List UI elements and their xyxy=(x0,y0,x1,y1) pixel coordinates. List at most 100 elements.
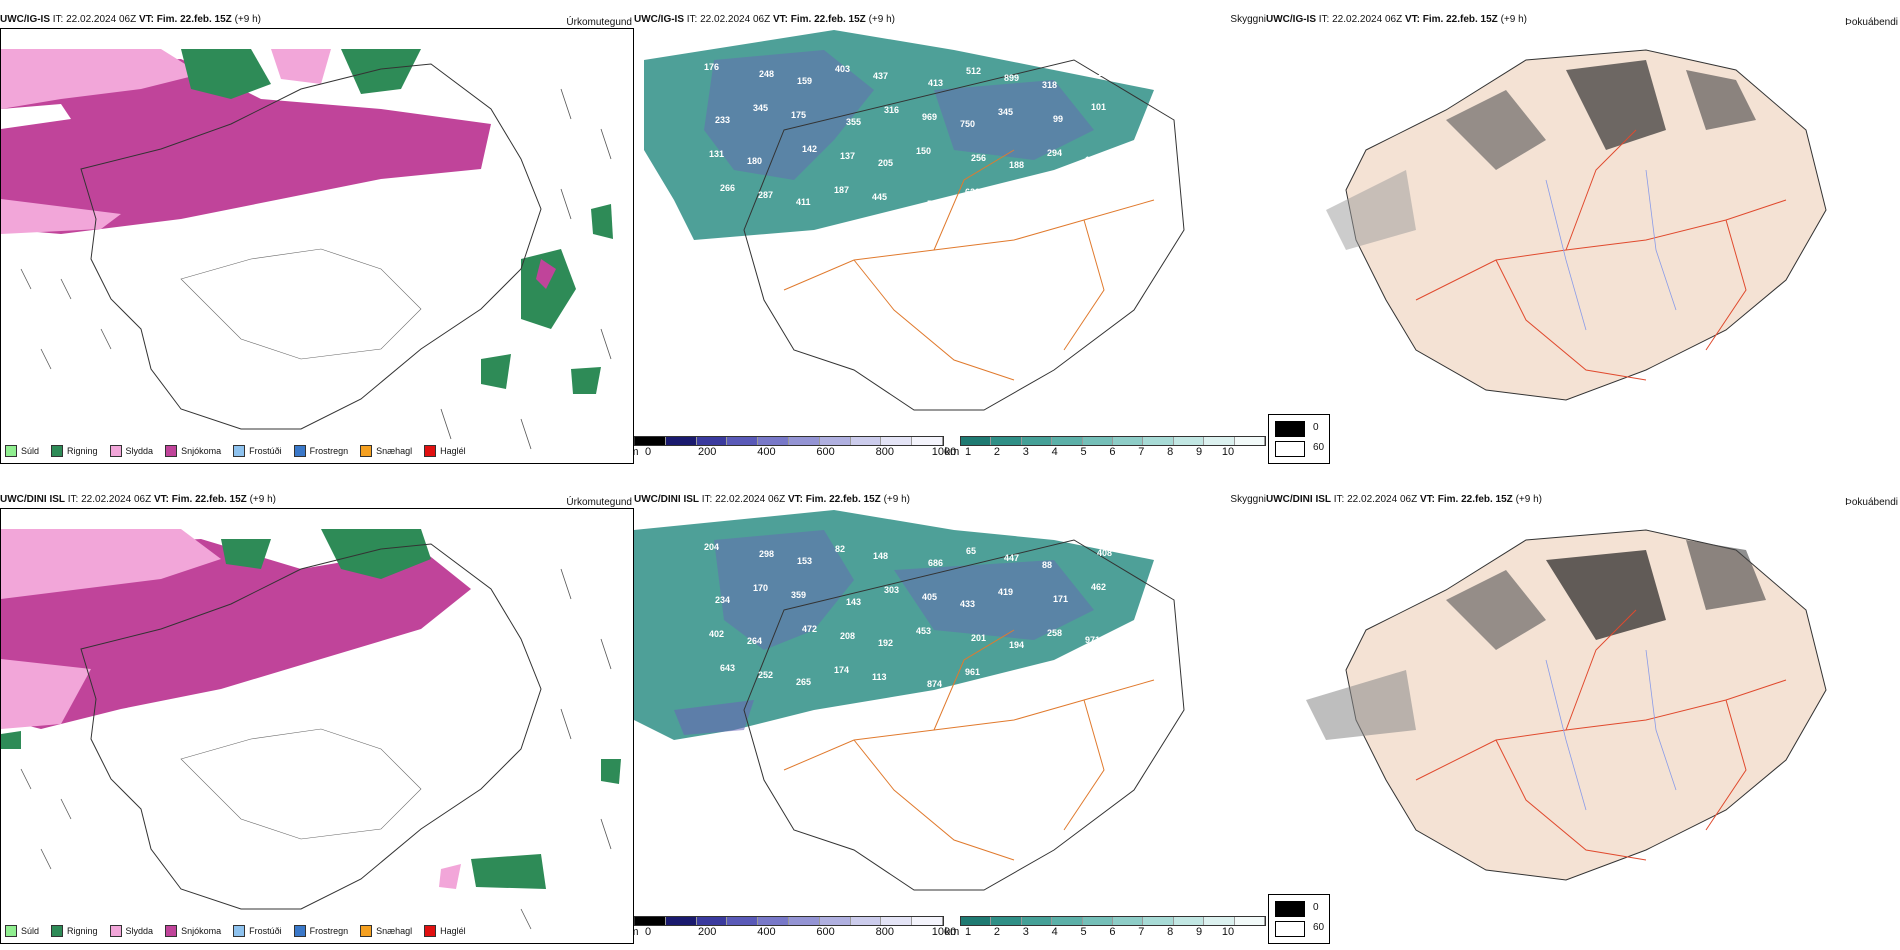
colorbar-tick: 8 xyxy=(1167,926,1174,938)
colorbar-tick: 8 xyxy=(1167,446,1174,458)
legend-item-haglél: Haglél xyxy=(424,445,466,457)
cloud-base-label: 148 xyxy=(873,551,888,561)
cloud-base-label: 153 xyxy=(797,556,812,566)
cloud-base-label: 131 xyxy=(1097,68,1112,78)
legend-swatch xyxy=(165,445,178,457)
cloud-base-label: 294 xyxy=(1047,148,1062,158)
colorbar-tick: 0 xyxy=(644,926,652,938)
cloud-base-label: 413 xyxy=(928,78,943,88)
legend-swatch xyxy=(293,445,306,457)
cloud-base-label: 88 xyxy=(1042,560,1052,570)
cloud-base-label: 316 xyxy=(884,105,899,115)
cloud-base-label: 266 xyxy=(720,183,735,193)
visibility-colorbar: km 1 2 3 4 5 6 7 8 9 10 xyxy=(945,436,1266,458)
legend-swatch xyxy=(360,925,373,937)
cloud-base-label: 150 xyxy=(916,146,931,156)
cloud-base-label: 142 xyxy=(802,144,817,154)
colorbar-tick: 1000 xyxy=(931,926,957,938)
row1-visibility-header: UWC/IG-IS IT: 22.02.2024 06Z VT: Fim. 22… xyxy=(634,14,1266,30)
cloud-base-label: 620 xyxy=(965,187,980,197)
legend-label: Slydda xyxy=(125,926,154,936)
cloud-base-label: 252 xyxy=(758,670,773,680)
model-name: UWC/IG-IS xyxy=(1266,14,1316,25)
legend-swatch xyxy=(233,925,246,937)
cloud-base-label: 101 xyxy=(1091,102,1106,112)
legend-item-rigning: Rigning xyxy=(51,445,98,457)
fog-legend-swatch-max xyxy=(1275,421,1305,437)
legend-label: Haglél xyxy=(440,926,466,936)
colorbar-tick: 9 xyxy=(1196,926,1203,938)
legend-label: Frostúði xyxy=(249,926,282,936)
precip-map-frame: Súld Rigning Slydda Snjókoma Frostúði Frostre… xyxy=(0,28,634,464)
lead-time: (+9 h) xyxy=(883,494,910,505)
visibility-unit: km xyxy=(944,446,960,458)
cloud-base-label: 187 xyxy=(834,185,849,195)
cloud-base-label: 447 xyxy=(1004,553,1019,563)
legend-label: Súld xyxy=(21,926,40,936)
legend-label: Snjókoma xyxy=(181,446,222,456)
legend-item-slydda: Slydda xyxy=(109,925,154,937)
cloud-base-label: 472 xyxy=(802,624,817,634)
legend-item-snjókoma: Snjókoma xyxy=(165,925,221,937)
row1-fog-header: UWC/IG-IS IT: 22.02.2024 06Z VT: Fim. 22… xyxy=(1266,14,1900,30)
legend-item-súld: Súld xyxy=(5,445,39,457)
cloud-base-label: 113 xyxy=(872,672,887,682)
fog-legend: 0 60 xyxy=(1268,414,1330,464)
cloud-base-label: 345 xyxy=(753,103,768,113)
colorbar-tick: 9 xyxy=(1196,446,1203,458)
cloud-base-label: 969 xyxy=(922,112,937,122)
it-value: 22.02.2024 06Z xyxy=(700,14,771,25)
colorbar-tick: 10 xyxy=(1221,446,1235,458)
it-label: IT: xyxy=(52,14,64,25)
colorbar-tick: 800 xyxy=(875,446,894,458)
lead-time: (+9 h) xyxy=(249,494,276,505)
colorbar-tick: 2 xyxy=(993,926,1000,938)
legend-label: Snjókoma xyxy=(181,926,222,936)
cloud-base-label: 131 xyxy=(709,149,724,159)
precip-legend: Súld Rigning Slydda Snjókoma Frostúði Frostre… xyxy=(5,925,466,937)
it-label: IT: xyxy=(1318,14,1330,25)
cloud-base-label: 287 xyxy=(758,190,773,200)
cloud-base-label: 180 xyxy=(747,156,762,166)
cloud-base-label: 583 xyxy=(927,199,942,209)
cloud-base-label: 204 xyxy=(704,542,719,552)
row2-precip-panel: UWC/DINI ISL IT: 22.02.2024 06Z VT: Fim.… xyxy=(0,494,634,944)
cloud-base-label: 175 xyxy=(791,110,806,120)
cloud-base-label: 176 xyxy=(704,62,719,72)
cloud-base-label: 265 xyxy=(796,677,811,687)
vt-value: Fim. 22.feb. 15Z xyxy=(171,494,247,505)
panel-title-visibility: Skyggni xyxy=(1230,14,1266,25)
legend-item-haglél: Haglél xyxy=(424,925,466,937)
legend-item-frostúði: Frostúði xyxy=(233,925,282,937)
row2-fog-header: UWC/DINI ISL IT: 22.02.2024 06Z VT: Fim.… xyxy=(1266,494,1900,510)
colorbar-tick: 5 xyxy=(1080,926,1087,938)
legend-swatch xyxy=(424,445,437,457)
legend-swatch xyxy=(109,925,122,937)
visibility-map: 204 298 153 82 148 686 65 447 88 408 234 170 359 143 3… xyxy=(634,510,1266,910)
legend-swatch xyxy=(233,445,246,457)
legend-swatch xyxy=(424,925,437,937)
cloud-base-label: 453 xyxy=(916,626,931,636)
cloud-base-label: 194 xyxy=(1009,640,1024,650)
cloud-base-label: 258 xyxy=(1047,628,1062,638)
legend-label: Rigning xyxy=(67,446,98,456)
fog-legend-swatch-min xyxy=(1275,921,1305,937)
legend-label: Snæhagl xyxy=(376,926,413,936)
cloud-base-label: 171 xyxy=(1053,594,1068,604)
cloud-base-label: 403 xyxy=(835,64,850,74)
colorbar-tick: 400 xyxy=(757,926,776,938)
cloud-base-label: 961 xyxy=(965,667,980,677)
cloud-base-label: 419 xyxy=(998,587,1013,597)
legend-swatch xyxy=(5,925,17,937)
vt-value: Fim. 22.feb. 15Z xyxy=(790,14,866,25)
cloud-base-label: 208 xyxy=(840,631,855,641)
row2-visibility-panel: UWC/DINI ISL IT: 22.02.2024 06Z VT: Fim.… xyxy=(634,494,1266,944)
vt-value: Fim. 22.feb. 15Z xyxy=(1422,14,1498,25)
cloud-base-label: 437 xyxy=(873,71,888,81)
fog-legend-label-0: 0 xyxy=(1313,902,1319,913)
precip-map xyxy=(1,29,633,463)
legend-label: Frostúði xyxy=(249,446,282,456)
model-name: UWC/DINI ISL xyxy=(1266,494,1331,505)
it-value: 22.02.2024 06Z xyxy=(81,494,152,505)
visibility-bar xyxy=(960,436,1266,446)
